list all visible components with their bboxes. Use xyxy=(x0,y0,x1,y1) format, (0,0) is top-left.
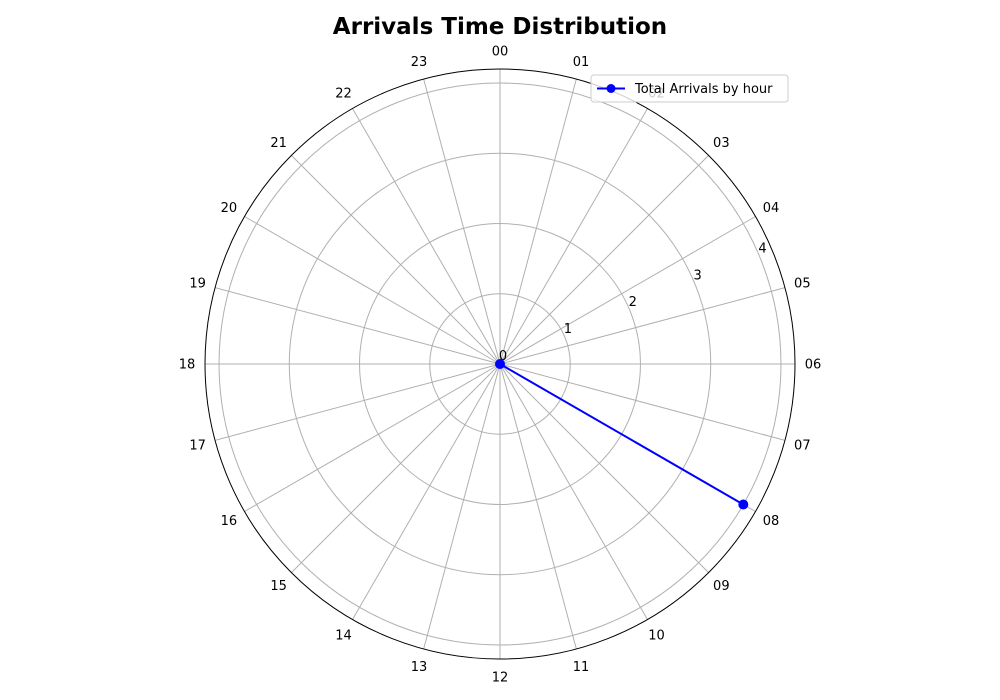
r-tick-label-0: 0 xyxy=(499,349,507,364)
theta-label-15: 15 xyxy=(270,579,287,594)
theta-label-05: 05 xyxy=(794,276,811,291)
theta-label-01: 01 xyxy=(573,55,590,70)
radial-tick-labels: 0 1 2 3 4 xyxy=(499,241,767,364)
theta-label-09: 09 xyxy=(713,579,730,594)
theta-label-22: 22 xyxy=(335,86,352,101)
series-layer xyxy=(495,359,749,510)
theta-label-08: 08 xyxy=(763,514,780,529)
angular-gridline-9 xyxy=(499,363,709,573)
angular-gridline-7 xyxy=(499,363,786,441)
series-line-0 xyxy=(499,363,744,506)
series-point-0-1 xyxy=(738,499,749,510)
angular-gridline-11 xyxy=(499,363,577,650)
angular-gridline-13 xyxy=(423,363,501,650)
theta-tick-labels: 0001020304050607080910111213141516171819… xyxy=(179,45,822,686)
theta-label-11: 11 xyxy=(573,660,590,675)
series-point-0-0 xyxy=(495,359,505,369)
angular-gridline-17 xyxy=(214,363,501,441)
legend-label-0: Total Arrivals by hour xyxy=(634,82,773,97)
theta-label-20: 20 xyxy=(221,201,238,216)
legend: Total Arrivals by hour xyxy=(590,74,789,103)
legend-box xyxy=(590,74,789,103)
angular-gridline-4 xyxy=(499,216,756,365)
angular-gridline-1 xyxy=(499,78,577,365)
r-tick-label-3: 3 xyxy=(694,268,702,283)
r-tick-label-1: 1 xyxy=(564,322,572,337)
polar-frame xyxy=(204,68,796,660)
theta-label-18: 18 xyxy=(179,358,196,373)
angular-gridline-15 xyxy=(291,363,501,573)
angular-gridline-5 xyxy=(499,287,786,365)
angular-gridline-22 xyxy=(352,108,501,365)
angular-gridline-21 xyxy=(291,155,501,365)
legend-marker-0 xyxy=(606,84,616,93)
theta-label-12: 12 xyxy=(492,671,509,686)
theta-label-16: 16 xyxy=(221,514,238,529)
theta-label-10: 10 xyxy=(648,629,665,644)
theta-label-17: 17 xyxy=(189,439,206,454)
theta-label-03: 03 xyxy=(713,136,730,151)
r-tick-label-2: 2 xyxy=(629,295,637,310)
theta-label-06: 06 xyxy=(805,358,822,373)
theta-label-21: 21 xyxy=(270,136,287,151)
theta-label-13: 13 xyxy=(411,660,428,675)
theta-label-19: 19 xyxy=(189,276,206,291)
theta-label-04: 04 xyxy=(763,201,780,216)
theta-label-00: 00 xyxy=(492,45,509,60)
theta-label-07: 07 xyxy=(794,439,811,454)
angular-gridline-20 xyxy=(244,216,501,365)
angular-gridline-14 xyxy=(352,363,501,620)
angular-gridline-10 xyxy=(499,363,648,620)
r-tick-label-4: 4 xyxy=(758,241,766,256)
angular-gridline-2 xyxy=(499,108,648,365)
angular-gridline-19 xyxy=(214,287,501,365)
chart-title: Arrivals Time Distribution xyxy=(333,14,667,40)
angular-gridline-3 xyxy=(499,155,709,365)
theta-label-23: 23 xyxy=(411,55,428,70)
angular-gridline-16 xyxy=(244,363,501,512)
theta-label-14: 14 xyxy=(335,629,352,644)
angular-gridline-23 xyxy=(423,78,501,365)
